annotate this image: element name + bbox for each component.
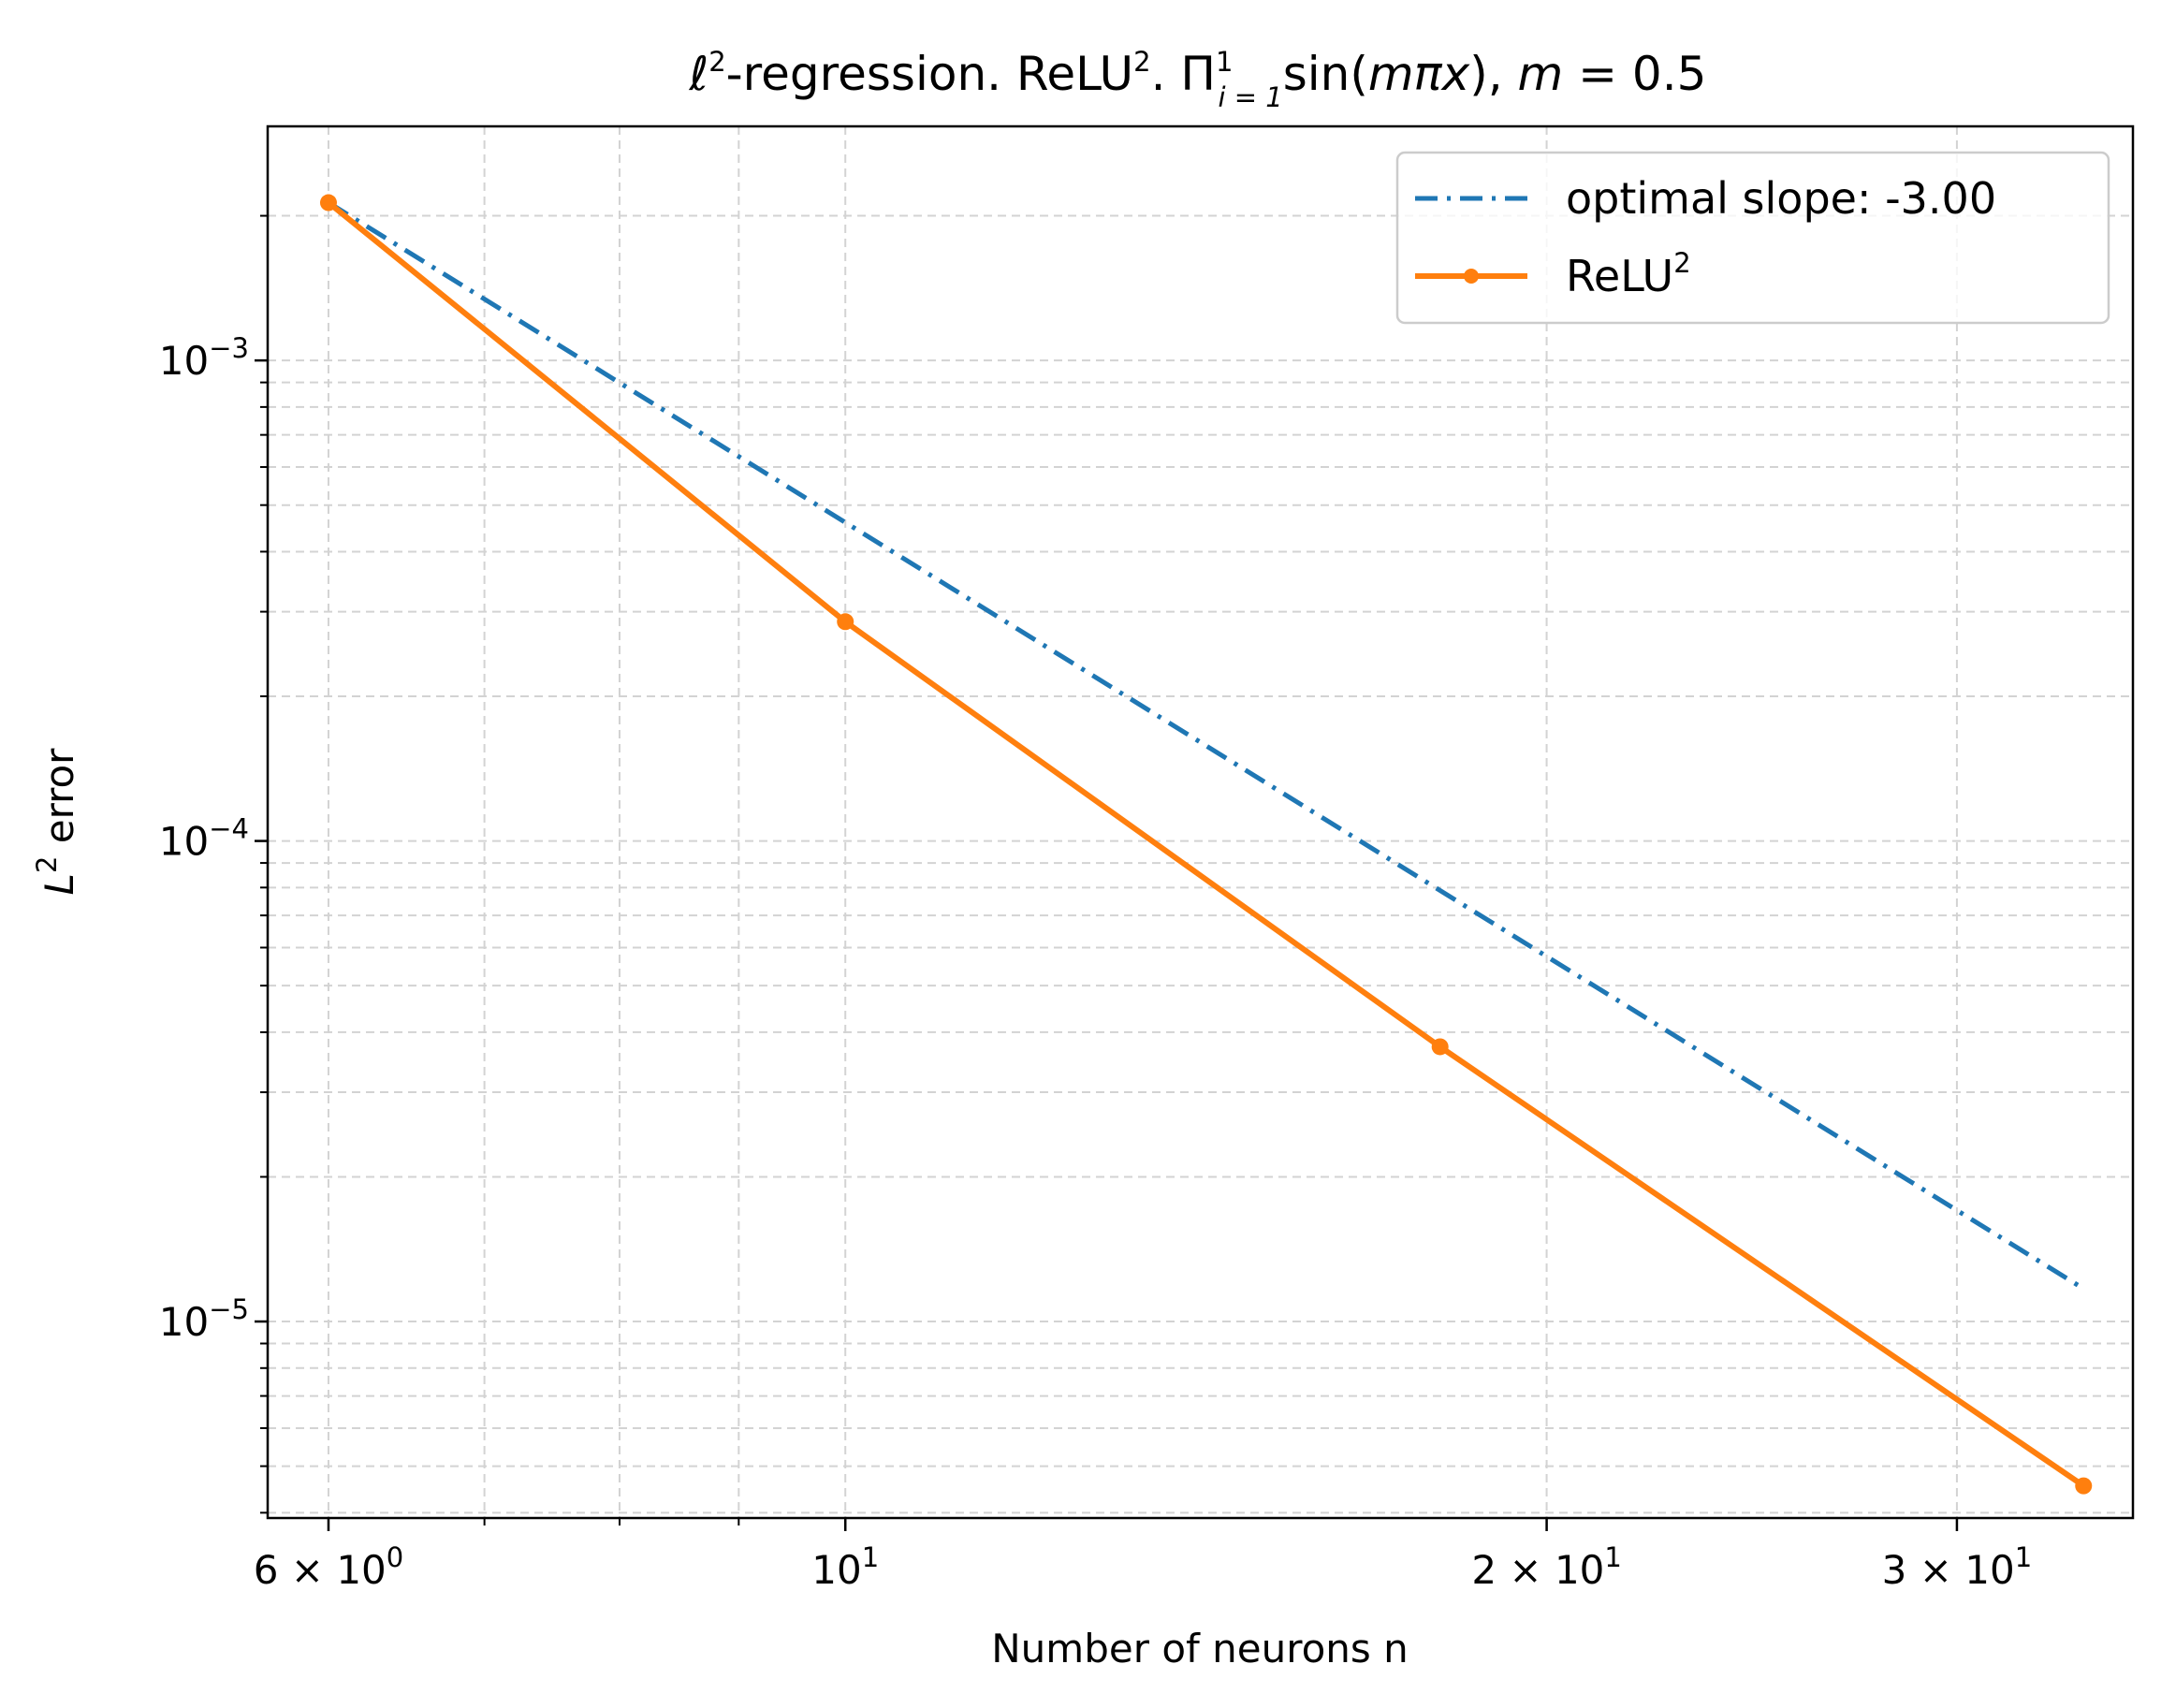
x-tick-label: 101 — [811, 1541, 879, 1593]
plot-series — [319, 194, 2093, 1495]
y-tick-label: 10−4 — [159, 813, 249, 865]
legend-relu-label: ReLU2 — [1566, 247, 1691, 301]
x-tick-label: 6 × 100 — [254, 1541, 404, 1593]
ticks: 6 × 100 101 2 × 101 3 × 101 10−3 10−4 10−5 — [159, 214, 2033, 1593]
grid — [268, 126, 2133, 1518]
chart-title: ℓ2-regression. ReLU2. Π1 i = 1sin(mπx), m… — [689, 46, 1707, 113]
legend-relu-marker — [1464, 269, 1479, 284]
x-tick-label: 2 × 101 — [1471, 1541, 1622, 1593]
series-optimal-line — [327, 200, 2085, 1292]
series-relu-point — [2075, 1477, 2093, 1495]
y-tick-label: 10−5 — [159, 1293, 249, 1345]
legend-box — [1395, 151, 2110, 325]
series-relu-point — [837, 613, 854, 631]
x-axis-label: Number of neurons n — [991, 1626, 1409, 1672]
series-relu-point — [319, 194, 337, 212]
legend: optimal slope: -3.00 ReLU2 — [1395, 151, 2110, 325]
series-relu-point — [1431, 1038, 1449, 1056]
legend-optimal-label: optimal slope: -3.00 — [1566, 173, 1996, 224]
axes-frame — [266, 124, 2135, 1520]
series-relu-line — [327, 200, 2085, 1489]
y-tick-label: 10−3 — [159, 332, 249, 384]
x-tick-label: 3 × 101 — [1882, 1541, 2033, 1593]
y-axis-label: L2 error — [31, 748, 82, 896]
